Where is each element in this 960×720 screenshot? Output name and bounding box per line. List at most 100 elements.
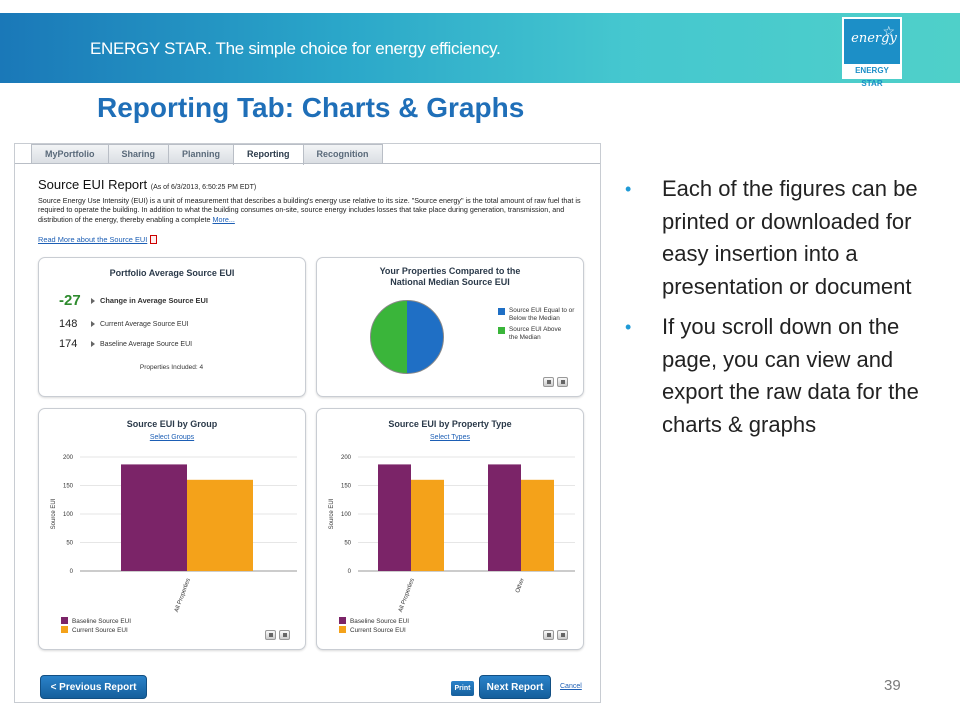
download-chart-icon[interactable] xyxy=(557,377,568,387)
tab-myportfolio[interactable]: MyPortfolio xyxy=(31,144,109,164)
x-tick-label: All Properties xyxy=(398,578,416,614)
y-tick-label: 0 xyxy=(70,569,74,575)
report-title: Source EUI Report (As of 6/3/2013, 6:50:… xyxy=(38,177,256,192)
legend-label: Baseline Source EUI xyxy=(350,618,409,625)
metric-label: Current Average Source EUI xyxy=(100,320,189,328)
y-axis-title: Source EUI xyxy=(329,498,335,529)
properties-included: Properties Included: 4 xyxy=(139,364,204,371)
report-description: Source Energy Use Intensity (EUI) is a u… xyxy=(38,196,591,224)
logo-script: energy xyxy=(851,31,897,46)
star-icon: ☆ xyxy=(882,23,895,39)
y-tick-label: 200 xyxy=(63,455,74,461)
metric-change: -27 Change in Average Source EUI xyxy=(59,292,208,309)
tab-recognition[interactable]: Recognition xyxy=(302,144,383,164)
tab-bar: MyPortfolio Sharing Planning Reporting R… xyxy=(31,144,383,165)
page-number: 39 xyxy=(884,677,901,694)
print-chart-icon[interactable] xyxy=(265,630,276,640)
bar xyxy=(187,479,253,571)
slide-title: Reporting Tab: Charts & Graphs xyxy=(97,92,525,123)
eui-by-type-chart: 200 150 100 50 0 Source EUI All Properties Othe… xyxy=(329,455,575,634)
slide-bullets: Each of the figures can be printed or do… xyxy=(625,173,945,449)
legend-label: Source EUI Above the Median xyxy=(509,326,562,341)
bullet-item: If you scroll down on the page, you can … xyxy=(625,311,945,441)
tab-planning[interactable]: Planning xyxy=(168,144,235,164)
y-axis-title: Source EUI xyxy=(51,498,57,529)
portfolio-average-panel: Portfolio Average Source EUI -27 Change … xyxy=(38,257,306,397)
y-tick-label: 50 xyxy=(66,541,73,547)
legend-at-or-below: Source EUI Equal to or Below the Median xyxy=(498,307,580,323)
y-tick-label: 50 xyxy=(344,541,351,547)
print-chart-icon[interactable] xyxy=(543,377,554,387)
cancel-link[interactable]: Cancel xyxy=(560,683,582,690)
report-title-text: Source EUI Report xyxy=(38,177,148,192)
select-types-link: Select Types xyxy=(317,434,583,441)
y-tick-label: 150 xyxy=(63,484,74,490)
eui-by-type-panel: Source EUI by Property Type Select Types… xyxy=(316,408,584,650)
bullet-item: Each of the figures can be printed or do… xyxy=(625,173,945,303)
report-as-of: (As of 6/3/2013, 6:50:25 PM EDT) xyxy=(150,184,257,191)
y-tick-label: 100 xyxy=(341,512,352,518)
arrow-right-icon xyxy=(91,341,95,347)
x-tick-label: All Properties xyxy=(174,578,192,614)
print-button[interactable]: Print xyxy=(451,681,474,696)
legend-swatch xyxy=(498,327,505,334)
y-tick-label: 150 xyxy=(341,484,352,490)
arrow-right-icon xyxy=(91,297,95,304)
y-tick-label: 200 xyxy=(341,455,352,461)
y-tick-label: 100 xyxy=(63,512,74,518)
tab-sharing[interactable]: Sharing xyxy=(107,144,170,164)
legend-above: Source EUI Above the Median xyxy=(498,326,568,342)
logo-label: ENERGY STAR xyxy=(844,64,900,88)
tab-divider xyxy=(15,163,600,164)
median-comparison-panel: Your Properties Compared to the National… xyxy=(316,257,584,397)
metric-label: Baseline Average Source EUI xyxy=(100,340,193,348)
next-report-button[interactable]: Next Report xyxy=(479,675,551,699)
panel-title: Source EUI by Group xyxy=(126,419,218,429)
metric-value: 174 xyxy=(59,338,78,350)
read-more-row: Read More about the Source EUI xyxy=(38,235,158,244)
metric-current: 148 Current Average Source EUI xyxy=(59,318,189,330)
legend-swatch xyxy=(61,617,68,624)
read-more-link[interactable]: Read More about the Source EUI xyxy=(38,235,148,244)
banner-tagline: ENERGY STAR. The simple choice for energ… xyxy=(90,39,501,58)
legend-label: Current Source EUI xyxy=(72,627,128,634)
metric-baseline: 174 Baseline Average Source EUI xyxy=(59,338,192,350)
select-groups[interactable]: Select Groups xyxy=(149,434,195,441)
x-tick-label: Other xyxy=(515,578,526,594)
legend-swatch xyxy=(339,626,346,633)
panel-title: Portfolio Average Source EUI xyxy=(109,268,235,278)
legend-swatch xyxy=(498,308,505,315)
download-chart-icon[interactable] xyxy=(279,630,290,640)
reporting-screenshot: MyPortfolio Sharing Planning Reporting R… xyxy=(14,143,601,703)
metric-label: Change in Average Source EUI xyxy=(100,296,208,305)
bar xyxy=(378,464,411,571)
arrow-right-icon xyxy=(91,321,95,327)
download-chart-icon[interactable] xyxy=(557,630,568,640)
metric-value: -27 xyxy=(59,292,81,309)
legend-swatch xyxy=(61,626,68,633)
eui-by-group-chart: 200 150 100 50 0 Source EUI All Properties Base… xyxy=(51,455,297,634)
print-chart-icon[interactable] xyxy=(543,630,554,640)
bar xyxy=(521,479,554,571)
bar xyxy=(488,464,521,571)
legend-label: Baseline Source EUI xyxy=(72,618,131,625)
select-types[interactable]: Select Types xyxy=(430,434,470,441)
tab-reporting[interactable]: Reporting xyxy=(233,144,304,165)
legend-label: Source EUI Equal to or Below the Median xyxy=(509,307,575,322)
panel-title: Source EUI by Property Type xyxy=(388,419,512,429)
previous-report-button[interactable]: < Previous Report xyxy=(40,675,147,699)
panel-title-line-1: Your Properties Compared to the xyxy=(379,266,521,276)
panel-title-line-2: National Median Source EUI xyxy=(390,277,510,287)
energy-star-logo: ☆ energy ENERGY STAR xyxy=(842,17,902,88)
more-link[interactable]: More... xyxy=(212,214,235,224)
metric-value: 148 xyxy=(59,318,78,330)
legend-swatch xyxy=(339,617,346,624)
pdf-icon[interactable] xyxy=(150,235,158,244)
select-groups-link: Select Groups xyxy=(39,434,305,441)
report-description-text: Source Energy Use Intensity (EUI) is a u… xyxy=(38,196,581,224)
bar xyxy=(411,479,444,571)
bar xyxy=(121,464,187,571)
legend-label: Current Source EUI xyxy=(350,627,406,634)
y-tick-label: 0 xyxy=(348,569,352,575)
eui-by-group-panel: Source EUI by Group Select Groups 200 150… xyxy=(38,408,306,650)
